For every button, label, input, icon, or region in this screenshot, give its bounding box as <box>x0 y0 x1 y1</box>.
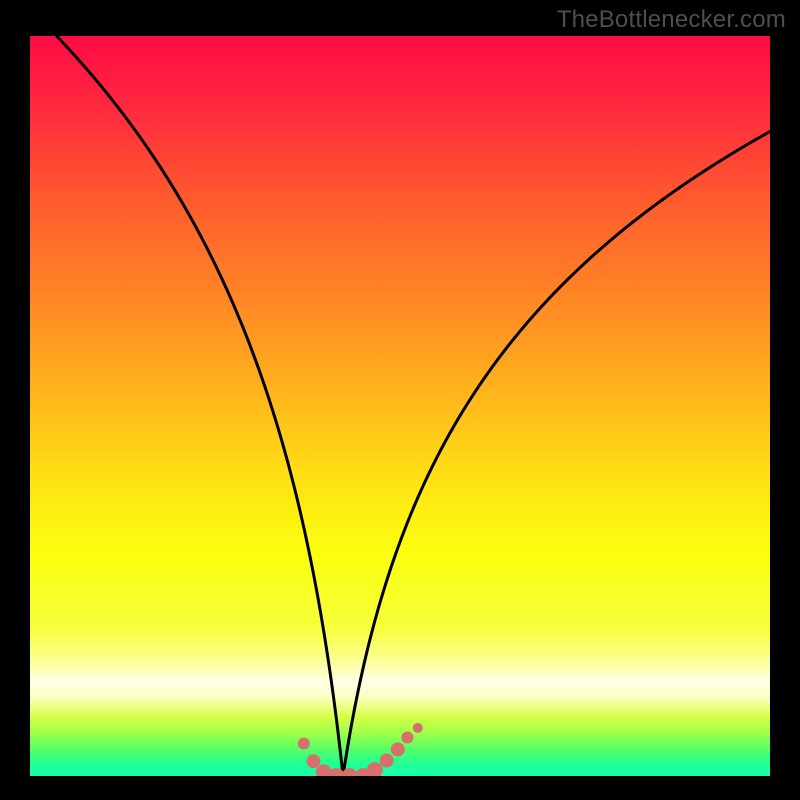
plot-svg <box>30 36 770 776</box>
marker-point <box>391 742 405 756</box>
bottleneck-curve <box>57 36 770 776</box>
marker-point <box>413 723 423 733</box>
marker-group <box>298 723 423 776</box>
marker-point <box>306 754 320 768</box>
marker-point <box>401 732 413 744</box>
marker-point <box>367 762 383 776</box>
watermark-text: TheBottlenecker.com <box>557 6 786 34</box>
curve-group <box>57 36 770 776</box>
plot-area <box>30 36 770 776</box>
marker-point <box>298 737 310 749</box>
marker-point <box>380 753 394 767</box>
stage: TheBottlenecker.com <box>0 0 800 800</box>
